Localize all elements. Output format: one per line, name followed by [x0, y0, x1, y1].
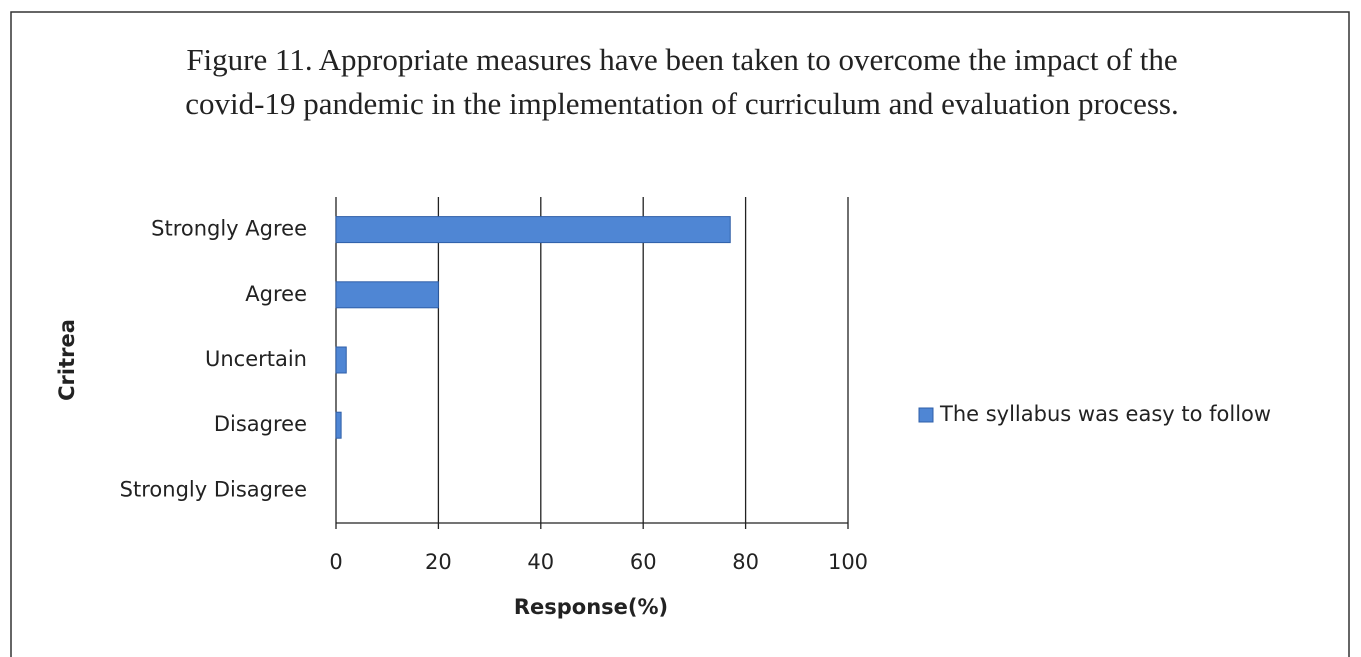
- legend-marker: [918, 407, 934, 423]
- bar: [335, 281, 439, 309]
- y-tick-label: Agree: [245, 282, 307, 306]
- frame: [10, 11, 1350, 657]
- y-tick-label: Strongly Disagree: [120, 477, 307, 501]
- bar: [335, 216, 731, 244]
- x-axis-label: Response(%): [514, 595, 668, 619]
- x-tick-label: 60: [630, 550, 657, 574]
- x-tick-label: 0: [329, 550, 342, 574]
- chart-title: Figure 11. Appropriate measures have bee…: [185, 42, 1179, 121]
- y-tick-label: Disagree: [214, 412, 307, 436]
- bar: [335, 411, 342, 439]
- x-tick-label: 40: [527, 550, 554, 574]
- legend-label: The syllabus was easy to follow: [939, 402, 1271, 426]
- x-tick-label: 20: [425, 550, 452, 574]
- y-tick-label: Strongly Agree: [151, 217, 307, 241]
- y-axis-label: Critrea: [55, 319, 79, 401]
- bar: [335, 346, 347, 374]
- y-tick-label: Uncertain: [205, 347, 307, 371]
- x-tick-label: 100: [828, 550, 868, 574]
- x-tick-label: 80: [732, 550, 759, 574]
